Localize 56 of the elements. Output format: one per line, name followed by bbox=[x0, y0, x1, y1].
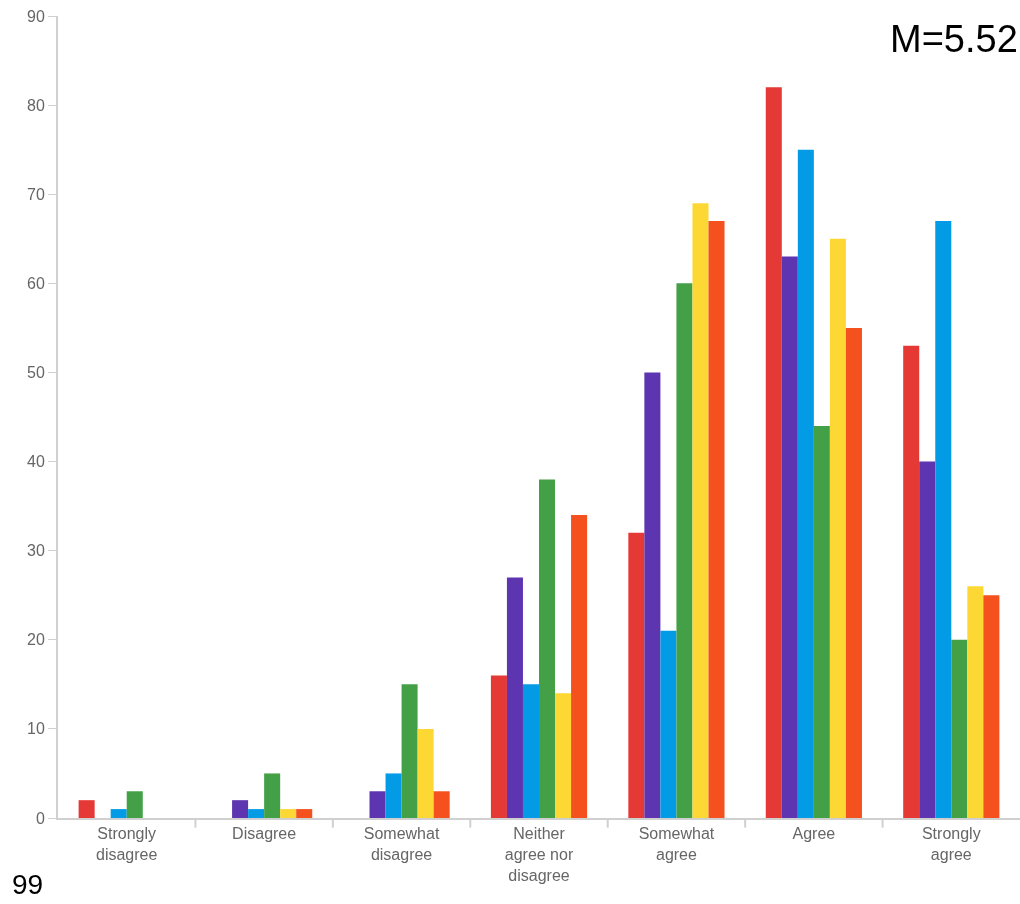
bar bbox=[571, 515, 588, 818]
bar bbox=[797, 149, 814, 818]
bar bbox=[935, 220, 952, 818]
y-tick-label: 40 bbox=[27, 453, 45, 471]
y-tick-label: 90 bbox=[27, 7, 45, 25]
bar bbox=[248, 809, 265, 818]
bar bbox=[280, 809, 297, 818]
y-tick-label: 0 bbox=[35, 809, 45, 827]
bar bbox=[555, 693, 572, 818]
bar bbox=[264, 773, 281, 818]
bar bbox=[919, 461, 936, 818]
bar bbox=[232, 800, 249, 818]
bar bbox=[401, 684, 418, 818]
x-tick-label: Somewhat agree bbox=[638, 825, 715, 863]
bar bbox=[765, 87, 782, 818]
bar bbox=[708, 220, 725, 818]
bar bbox=[385, 773, 402, 818]
bar bbox=[522, 684, 539, 818]
bar bbox=[813, 425, 830, 818]
bar bbox=[829, 238, 846, 818]
annotation: M=5.52 bbox=[890, 18, 1018, 60]
y-tick-label: 70 bbox=[27, 185, 45, 203]
bar bbox=[676, 283, 693, 818]
bar bbox=[296, 809, 313, 818]
bar bbox=[110, 809, 127, 818]
bar bbox=[628, 532, 645, 818]
x-tick-label: Somewhat disagree bbox=[363, 825, 440, 863]
bar bbox=[417, 728, 434, 818]
y-tick-label: 20 bbox=[27, 631, 45, 649]
bar bbox=[983, 595, 1000, 818]
x-tick-label: Neither agree nor disagree bbox=[504, 825, 574, 884]
x-tick-label: Strongly disagree bbox=[96, 825, 158, 863]
y-tick-label: 80 bbox=[27, 96, 45, 114]
x-tick-label: Disagree bbox=[232, 825, 297, 843]
y-tick-label: 50 bbox=[27, 364, 45, 382]
x-tick-label: Agree bbox=[792, 825, 836, 843]
bar bbox=[692, 203, 709, 818]
bar bbox=[781, 256, 798, 818]
bar bbox=[490, 675, 507, 818]
x-tick-label: Strongly agree bbox=[921, 825, 981, 863]
bar bbox=[126, 791, 143, 818]
text: 99 bbox=[12, 869, 44, 900]
bar bbox=[845, 327, 862, 818]
bar bbox=[506, 577, 523, 818]
bar bbox=[78, 800, 95, 818]
bar bbox=[539, 479, 556, 818]
bar bbox=[967, 586, 984, 818]
y-tick-label: 60 bbox=[27, 274, 45, 292]
bar bbox=[903, 345, 920, 818]
bar bbox=[369, 791, 386, 818]
bar bbox=[433, 791, 450, 818]
bar bbox=[660, 630, 677, 818]
y-tick-label: 30 bbox=[27, 542, 45, 560]
bar bbox=[951, 639, 968, 818]
y-tick-label: 10 bbox=[27, 720, 45, 738]
bar bbox=[644, 372, 661, 818]
